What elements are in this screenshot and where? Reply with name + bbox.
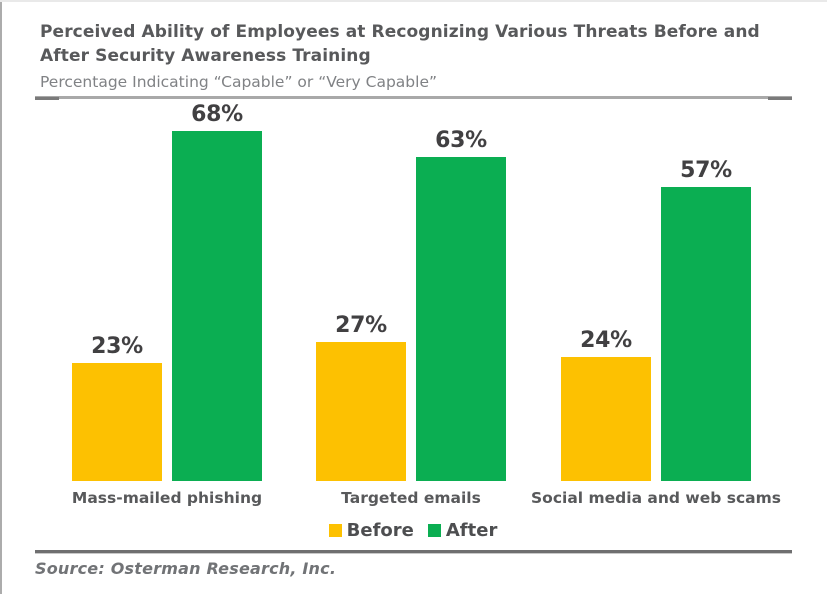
legend-item-before: Before [328, 520, 414, 541]
bottom-divider [35, 550, 792, 554]
value-label: 57% [680, 158, 732, 183]
before-swatch [328, 524, 342, 537]
category-label: Social media and web scams [531, 489, 781, 507]
legend-label: Before [346, 520, 414, 541]
after-bar [661, 187, 751, 481]
value-label: 27% [335, 313, 387, 338]
after-bar [172, 131, 262, 481]
before-bar [72, 363, 162, 481]
value-label: 63% [435, 128, 487, 153]
source-note: Source: Osterman Research, Inc. [35, 559, 337, 578]
value-label: 68% [191, 102, 243, 127]
bar-group: 27% 63% Targeted emails [316, 103, 506, 507]
category-label: Mass-mailed phishing [71, 489, 263, 507]
after-swatch [427, 524, 441, 537]
value-label: 23% [91, 334, 143, 359]
page-left-edge [0, 0, 2, 594]
chart-subtitle: Percentage Indicating “Capable” or “Very… [40, 73, 438, 91]
after-bar-column: 63% [416, 128, 506, 481]
chart-title-line-2: After Security Awareness Training [40, 46, 371, 66]
before-bar-column: 24% [561, 328, 651, 481]
chart-title-line-1: Perceived Ability of Employees at Recogn… [40, 22, 760, 42]
bar-group: 23% 68% Mass-mailed phishing [72, 102, 262, 507]
legend-label: After [445, 520, 498, 541]
before-bar-column: 27% [316, 313, 406, 481]
after-bar [416, 157, 506, 481]
chart-legend: Before After [33, 520, 793, 541]
chart-header: Perceived Ability of Employees at Recogn… [40, 20, 812, 93]
bar-pair: 27% 63% [316, 103, 506, 481]
bar-pair: 24% 57% [561, 103, 751, 481]
before-bar [316, 342, 406, 481]
top-divider [35, 96, 792, 100]
after-bar-column: 57% [661, 158, 751, 481]
page-top-edge [0, 0, 827, 2]
before-bar [561, 357, 651, 481]
chart-title: Perceived Ability of Employees at Recogn… [40, 20, 812, 68]
category-label: Targeted emails [341, 489, 481, 507]
bar-chart: 23% 68% Mass-mailed phishing 27% 63% Targeted… [33, 102, 793, 507]
after-bar-column: 68% [172, 102, 262, 481]
legend-item-after: After [427, 520, 498, 541]
value-label: 24% [580, 328, 632, 353]
bar-pair: 23% 68% [72, 102, 262, 481]
before-bar-column: 23% [72, 334, 162, 481]
bar-group: 24% 57% Social media and web scams [531, 103, 781, 507]
